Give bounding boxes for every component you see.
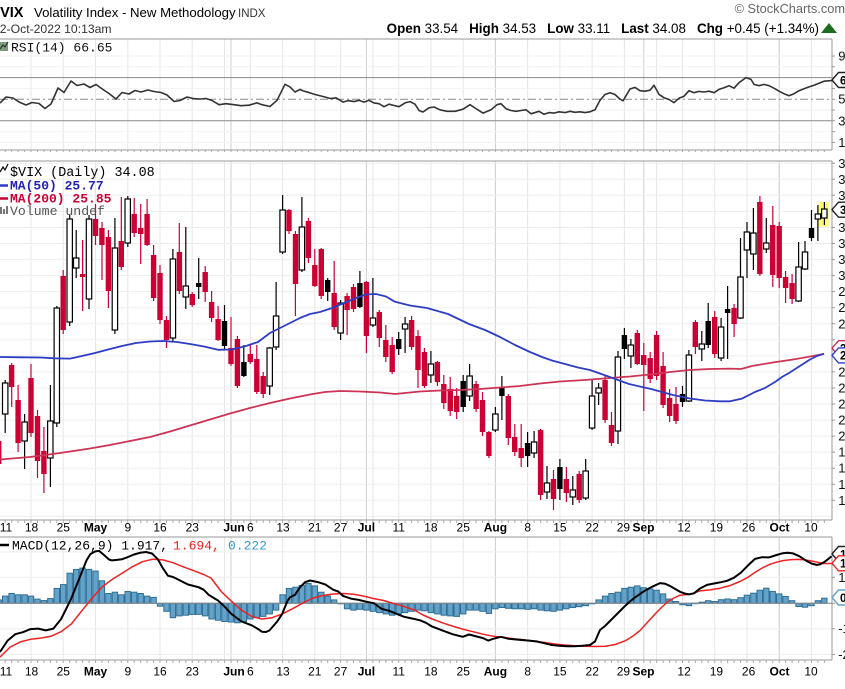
svg-text:25: 25 xyxy=(457,665,471,679)
svg-text:1.694: 1.694 xyxy=(840,559,845,571)
svg-text:22: 22 xyxy=(838,397,845,412)
svg-text:-2: -2 xyxy=(838,647,845,662)
svg-text:19: 19 xyxy=(838,445,845,460)
svg-text:18: 18 xyxy=(424,521,438,535)
svg-text:50: 50 xyxy=(838,92,845,107)
svg-text:33: 33 xyxy=(838,220,845,235)
svg-text:34.08: 34.08 xyxy=(840,205,845,217)
svg-text:13: 13 xyxy=(276,665,290,679)
svg-text:19: 19 xyxy=(710,665,724,679)
svg-text:29: 29 xyxy=(838,284,845,299)
svg-text:26: 26 xyxy=(742,665,756,679)
svg-text:35: 35 xyxy=(838,188,845,203)
svg-text:27: 27 xyxy=(334,521,348,535)
svg-text:Jul: Jul xyxy=(358,665,375,679)
svg-text:MA(50) 25.77: MA(50) 25.77 xyxy=(10,179,104,194)
svg-text:90: 90 xyxy=(838,49,845,64)
svg-text:12-Oct-2022 10:13am: 12-Oct-2022 10:13am xyxy=(0,22,112,36)
svg-text:Aug: Aug xyxy=(484,521,507,535)
svg-text:10: 10 xyxy=(804,665,818,679)
svg-text:29: 29 xyxy=(617,521,631,535)
svg-text:6: 6 xyxy=(247,665,254,679)
svg-text:-1: -1 xyxy=(838,621,845,636)
svg-text:11: 11 xyxy=(392,665,405,679)
svg-text:6: 6 xyxy=(247,521,254,535)
svg-text:16: 16 xyxy=(153,521,167,535)
svg-text:9: 9 xyxy=(124,665,131,679)
svg-text:27: 27 xyxy=(334,665,348,679)
svg-text:21: 21 xyxy=(308,665,322,679)
svg-text:10: 10 xyxy=(838,135,845,150)
svg-text:11: 11 xyxy=(0,665,13,679)
svg-text:28: 28 xyxy=(838,300,845,315)
svg-text:11: 11 xyxy=(392,521,405,535)
svg-text:66.65: 66.65 xyxy=(840,75,845,87)
svg-text:23: 23 xyxy=(186,521,200,535)
svg-text:$VIX: $VIX xyxy=(0,5,24,21)
svg-text:MACD(12,26,9) 1.917,: MACD(12,26,9) 1.917, xyxy=(12,539,168,554)
svg-text:16: 16 xyxy=(838,493,845,508)
svg-text:Volatility Index - New Methodo: Volatility Index - New Methodology xyxy=(34,5,236,20)
svg-text:Volume undef: Volume undef xyxy=(10,204,105,219)
svg-text:31: 31 xyxy=(838,252,845,267)
svg-text:22: 22 xyxy=(586,665,600,679)
svg-text:0.222: 0.222 xyxy=(228,539,267,554)
svg-text:24: 24 xyxy=(838,364,845,379)
svg-text:8: 8 xyxy=(524,665,531,679)
svg-text:32: 32 xyxy=(838,236,845,251)
svg-text:12: 12 xyxy=(677,521,691,535)
svg-text:May: May xyxy=(84,665,108,679)
svg-text:37: 37 xyxy=(838,156,845,171)
svg-text:25.77: 25.77 xyxy=(840,351,845,363)
svg-text:36: 36 xyxy=(838,172,845,187)
svg-text:30: 30 xyxy=(838,268,845,283)
svg-text:$VIX (Daily) 34.08: $VIX (Daily) 34.08 xyxy=(10,166,155,181)
svg-text:25: 25 xyxy=(457,521,471,535)
svg-text:30: 30 xyxy=(838,113,845,128)
svg-text:Sep: Sep xyxy=(632,521,654,535)
svg-text:1.694,: 1.694, xyxy=(173,539,220,554)
svg-text:18: 18 xyxy=(838,461,845,476)
svg-text:18: 18 xyxy=(25,521,39,535)
svg-text:© StockCharts.com: © StockCharts.com xyxy=(735,1,845,16)
svg-text:May: May xyxy=(84,521,108,535)
svg-text:Oct: Oct xyxy=(769,521,789,535)
svg-text:23: 23 xyxy=(186,665,200,679)
svg-text:Aug: Aug xyxy=(484,665,507,679)
svg-text:1: 1 xyxy=(838,570,845,585)
svg-text:15: 15 xyxy=(553,521,567,535)
svg-text:Jun: Jun xyxy=(223,665,244,679)
svg-text:Jun: Jun xyxy=(223,521,244,535)
svg-text:11: 11 xyxy=(0,521,13,535)
svg-text:22: 22 xyxy=(586,521,600,535)
svg-text:19: 19 xyxy=(710,521,724,535)
svg-text:INDX: INDX xyxy=(238,8,266,20)
svg-text:0.222: 0.222 xyxy=(840,593,845,605)
svg-text:21: 21 xyxy=(838,413,845,428)
svg-text:Jul: Jul xyxy=(358,521,375,535)
svg-text:Oct: Oct xyxy=(769,665,789,679)
svg-text:18: 18 xyxy=(424,665,438,679)
svg-text:RSI(14) 66.65: RSI(14) 66.65 xyxy=(11,41,112,56)
svg-text:13: 13 xyxy=(276,521,290,535)
svg-text:MA(200) 25.85: MA(200) 25.85 xyxy=(10,192,112,207)
svg-text:10: 10 xyxy=(804,521,818,535)
svg-text:25: 25 xyxy=(57,521,71,535)
svg-text:15: 15 xyxy=(553,665,567,679)
svg-text:12: 12 xyxy=(677,665,691,679)
svg-text:20: 20 xyxy=(838,429,845,444)
svg-text:Sep: Sep xyxy=(632,665,654,679)
svg-text:29: 29 xyxy=(617,665,631,679)
svg-text:27: 27 xyxy=(838,316,845,331)
svg-text:16: 16 xyxy=(153,665,167,679)
svg-text:8: 8 xyxy=(524,521,531,535)
svg-text:18: 18 xyxy=(25,665,39,679)
svg-text:26: 26 xyxy=(742,521,756,535)
svg-text:17: 17 xyxy=(838,477,845,492)
svg-text:9: 9 xyxy=(124,521,131,535)
svg-text:21: 21 xyxy=(308,521,322,535)
svg-text:23: 23 xyxy=(838,380,845,395)
svg-text:25: 25 xyxy=(57,665,71,679)
